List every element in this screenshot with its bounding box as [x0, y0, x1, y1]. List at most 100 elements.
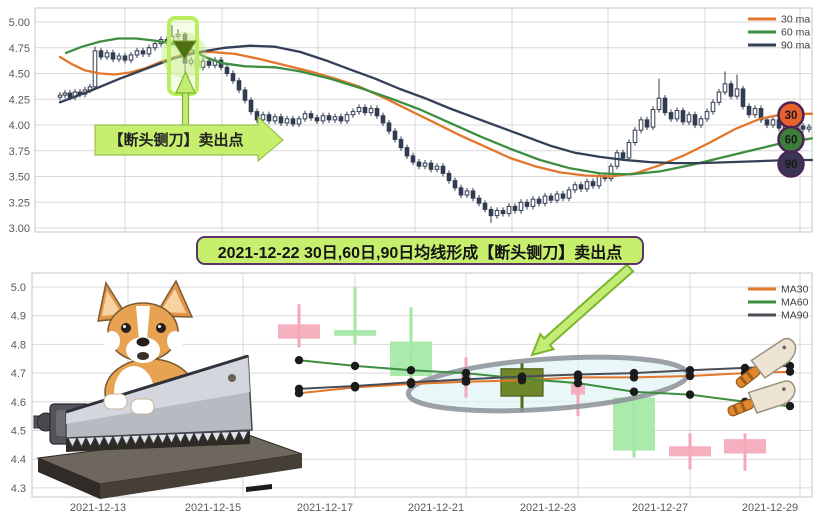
- top-y-tick-label: 5.00: [9, 17, 30, 29]
- ma-point-dot: [629, 368, 639, 378]
- top-y-tick-label: 3.75: [9, 146, 30, 158]
- candle: [332, 116, 338, 121]
- candle: [722, 83, 728, 93]
- candle: [596, 176, 602, 187]
- candle: [512, 205, 518, 211]
- corgi-blaze: [136, 306, 150, 340]
- bottom-y-tick-label: 4.9: [11, 311, 26, 323]
- candle: [710, 101, 716, 113]
- candle: [446, 172, 452, 182]
- candle: [560, 193, 566, 199]
- candle: [554, 193, 560, 201]
- candle: [482, 202, 488, 210]
- candle: [620, 152, 626, 159]
- signal-title-banner: 2021-12-22 30日,60日,90日均线形成【断头铡刀】卖出点: [196, 236, 644, 265]
- candle: [260, 114, 266, 121]
- bottom-legend-label: MA90: [781, 310, 809, 322]
- candle: [770, 119, 776, 126]
- candle: [404, 147, 410, 157]
- sell-point-callout: 【断头铡刀】卖出点: [94, 115, 284, 163]
- candle: [680, 110, 686, 123]
- candle: [530, 198, 536, 207]
- candle: [242, 89, 248, 101]
- candle: [368, 108, 374, 114]
- candle: [320, 115, 326, 122]
- bottom-chart: 5.0 4.9 4.8 4.7 4.6 4.5 4.4 4.3 2021-12-13 2021-1…: [11, 263, 813, 514]
- candle: [410, 155, 416, 163]
- candle: [92, 50, 98, 88]
- candle: [98, 50, 104, 58]
- top-y-tick-label: 3.25: [9, 197, 30, 209]
- candle: [338, 116, 344, 122]
- candle: [230, 73, 236, 82]
- candle: [290, 118, 296, 125]
- corgi-ear-inner: [102, 291, 122, 316]
- bottom-candlestick-series: [278, 287, 766, 471]
- candle: [572, 184, 578, 191]
- candle: [272, 116, 278, 122]
- candle: [724, 439, 766, 454]
- candle: [566, 189, 572, 199]
- corgi-eye: [156, 323, 166, 333]
- ma-point-dot: [685, 366, 695, 375]
- ma-point-dot: [785, 361, 795, 371]
- candle: [428, 162, 434, 170]
- candle: [458, 187, 464, 196]
- corgi-eye-glint: [158, 325, 161, 328]
- ma-point-dot: [350, 361, 360, 371]
- candle: [638, 119, 644, 131]
- candle: [398, 138, 404, 149]
- bottom-ma-line-MA90: [298, 364, 791, 390]
- ma-point-dot: [350, 381, 360, 391]
- bottom-x-tick-label: 2021-12-13: [70, 502, 126, 514]
- corgi-eye: [121, 323, 131, 333]
- candle: [584, 181, 590, 190]
- candle: [334, 330, 376, 336]
- candle: [62, 92, 68, 96]
- candle: [728, 83, 734, 97]
- bottom-y-tick-label: 4.8: [11, 339, 26, 351]
- candle: [542, 195, 548, 204]
- candle: [758, 108, 764, 121]
- candle: [374, 108, 380, 117]
- guillotine-base-side: [100, 454, 302, 499]
- candle: [128, 54, 134, 61]
- ma-point-dot: [294, 355, 304, 365]
- candle: [152, 43, 158, 49]
- candle: [500, 209, 506, 215]
- top-chart: 5.00 4.75 4.50 4.25 4.00 3.75 3.50 3.25 3.00 【断头铡…: [9, 7, 814, 235]
- candle: [296, 118, 302, 125]
- candle: [752, 108, 758, 116]
- candle: [104, 52, 110, 58]
- candle: [644, 119, 650, 128]
- candle: [470, 190, 476, 199]
- ma-point-dot: [629, 387, 639, 396]
- candle: [626, 142, 632, 159]
- candle: [308, 113, 314, 119]
- candle: [380, 115, 386, 124]
- candle: [386, 122, 392, 132]
- ma-point-dot: [406, 366, 416, 375]
- candle: [608, 165, 614, 180]
- candle: [494, 209, 500, 217]
- candle: [350, 111, 356, 116]
- candle: [266, 114, 272, 122]
- candle: [716, 91, 722, 103]
- candle: [326, 115, 332, 121]
- blade-teeth: [67, 430, 249, 448]
- candle: [571, 383, 585, 395]
- ma-badges: 30 60 90: [777, 101, 805, 178]
- candle: [746, 105, 752, 116]
- candle: [362, 106, 368, 114]
- candle: [518, 201, 524, 211]
- candle: [686, 114, 692, 123]
- candle: [122, 55, 128, 61]
- candle: [692, 114, 698, 126]
- candle: [764, 119, 770, 126]
- top-y-tick-label: 3.50: [9, 172, 30, 184]
- bottom-y-tick-label: 4.7: [11, 368, 26, 380]
- bottom-x-tick-label: 2021-12-17: [297, 502, 353, 514]
- top-y-tick-label: 3.00: [9, 223, 30, 235]
- candle: [200, 60, 206, 68]
